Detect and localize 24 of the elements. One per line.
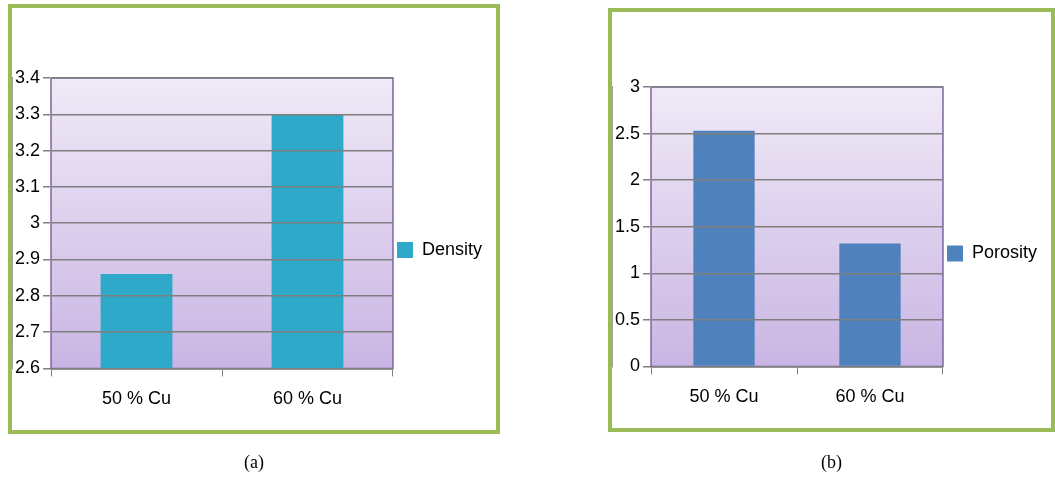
y-tick-label: 1 [630,262,641,283]
y-tick-label: 2.7 [14,321,41,342]
text: (b) [820,452,843,473]
x-tick-label: 50 % Cu [689,386,759,407]
y-tick-label: 3.3 [14,103,41,124]
y-tick-label: 2.8 [14,284,41,305]
y-tick-label: 2 [630,169,641,190]
legend-label: Density [421,238,483,259]
text: (a) [243,452,265,473]
y-tick-label: 3.2 [14,139,41,160]
x-tick-label: 50 % Cu [101,388,172,409]
y-tick-label: 0.5 [614,308,641,329]
y-tick-label: 1.5 [614,215,641,236]
y-tick-label: 3 [630,75,641,96]
x-tick-label: 60 % Cu [835,386,905,407]
x-tick-label: 60 % Cu [272,388,343,409]
y-tick-label: 0 [630,355,641,376]
y-tick-label: 3 [30,212,41,233]
y-tick-label: 3.4 [14,66,41,87]
legend-label: Porosity [971,242,1038,263]
y-tick-label: 2.6 [14,357,41,378]
y-tick-label: 3.1 [14,175,41,196]
y-tick-label: 2.9 [14,248,41,269]
y-tick-label: 2.5 [614,122,641,143]
